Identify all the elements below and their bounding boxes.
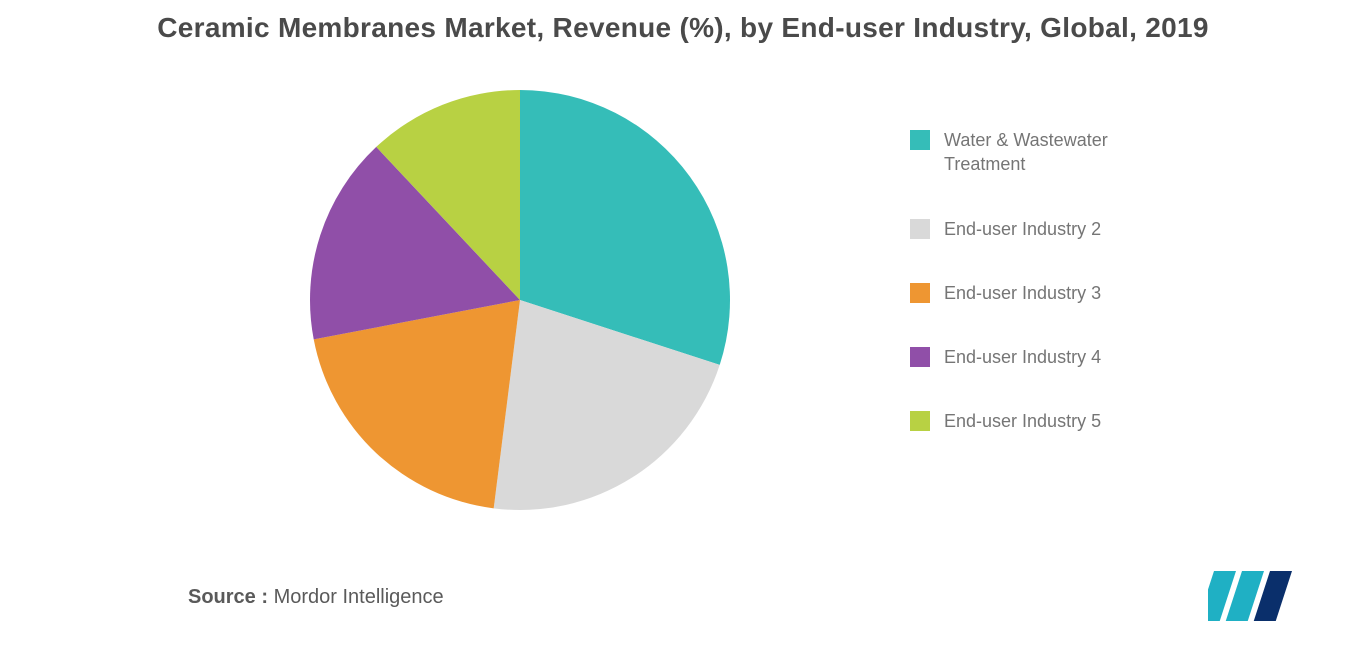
legend-swatch bbox=[910, 219, 930, 239]
legend-swatch bbox=[910, 411, 930, 431]
legend-label: End-user Industry 3 bbox=[944, 281, 1101, 305]
legend-label: End-user Industry 4 bbox=[944, 345, 1101, 369]
legend-item: End-user Industry 3 bbox=[910, 281, 1210, 305]
brand-logo bbox=[1208, 571, 1300, 621]
source-text: Mordor Intelligence bbox=[274, 586, 444, 608]
chart-title: Ceramic Membranes Market, Revenue (%), b… bbox=[0, 12, 1366, 44]
pie-chart bbox=[300, 80, 740, 520]
legend-label: End-user Industry 5 bbox=[944, 409, 1101, 433]
legend-item: End-user Industry 4 bbox=[910, 345, 1210, 369]
logo-svg bbox=[1208, 571, 1300, 621]
legend-swatch bbox=[910, 130, 930, 150]
legend-item: End-user Industry 2 bbox=[910, 217, 1210, 241]
legend-swatch bbox=[910, 347, 930, 367]
legend-item: End-user Industry 5 bbox=[910, 409, 1210, 433]
pie-svg bbox=[300, 80, 740, 520]
legend-label: Water & Wastewater Treatment bbox=[944, 128, 1164, 177]
legend-label: End-user Industry 2 bbox=[944, 217, 1101, 241]
source-lead: Source : bbox=[188, 586, 274, 608]
legend-swatch bbox=[910, 283, 930, 303]
legend-item: Water & Wastewater Treatment bbox=[910, 128, 1210, 177]
source-line: Source : Mordor Intelligence bbox=[188, 586, 444, 609]
page-root: Ceramic Membranes Market, Revenue (%), b… bbox=[0, 0, 1366, 655]
legend: Water & Wastewater Treatment End-user Ind… bbox=[910, 128, 1210, 474]
